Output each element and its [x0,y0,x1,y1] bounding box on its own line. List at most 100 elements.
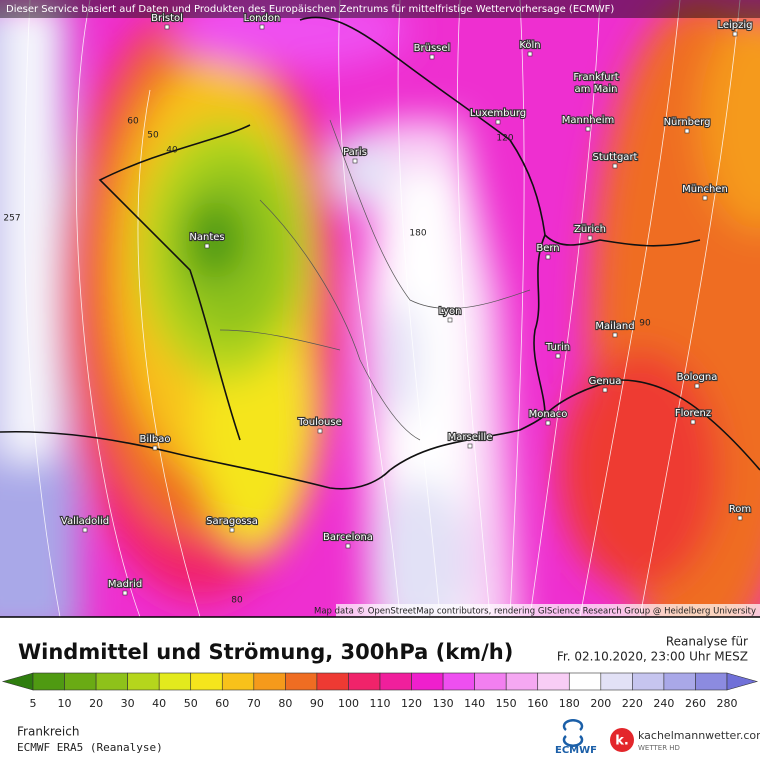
colorbar-end [726,672,759,691]
colorbar-segment [537,672,570,691]
colorbar-segment [442,672,475,691]
city-label: Bilbao [139,434,170,445]
top-bar [0,0,760,18]
colorbar: 5 10 20 30 40 50 60 70 80 90 100 110 120 130 140 150 160… [1,672,759,710]
city-label: Genua [589,376,622,387]
city-label: Frankfurt [573,72,618,83]
city-marker [612,332,618,338]
colorbar-tick-label: 180 [559,697,580,710]
city-label: Valladolid [61,516,109,527]
city-label: Turin [545,342,570,353]
city-label: Brüssel [414,43,451,54]
colorbar-segment [379,672,412,691]
colorbar-tick-label: 200 [590,697,611,710]
city-marker [122,590,128,596]
ecmwf-logo: ECMWF [555,745,597,756]
colorbar-tick-label: 10 [58,697,72,710]
city-label: Bristol [151,13,183,24]
city-marker [204,243,210,249]
colorbar-segment [32,672,65,691]
attribution: Map data © OpenStreetMap contributors, r… [314,607,756,617]
colorbar-segment [285,672,318,691]
colorbar-tick-label: 20 [89,697,103,710]
city-marker [495,119,501,125]
legend-title: Windmittel und Strömung, 300hPa (km/h) [18,640,513,664]
city-label: Luxemburg [470,108,526,119]
city-marker [229,527,235,533]
city-label: München [682,184,728,195]
city-marker [429,54,435,60]
colorbar-segment [632,672,665,691]
contour-label: 40 [166,146,178,156]
city-marker [732,31,738,37]
map: Dieser Service basiert auf Daten und Pro… [0,0,760,617]
colorbar-segment [505,672,539,691]
city-label: Bologna [677,372,718,383]
city-marker [317,428,323,434]
contour-label: 90 [639,319,651,329]
colorbar-tick-label: 80 [278,697,292,710]
colorbar-segment [411,672,444,691]
analysis-label: Reanalyse für [666,635,748,649]
city-label: Saragossa [206,516,258,527]
city-label: Nantes [189,232,224,243]
city-marker [684,128,690,134]
city-marker [545,420,551,426]
colorbar-segment [474,672,507,691]
colorbar-segment [348,672,381,691]
city-label: Barcelona [323,532,373,543]
colorbar-tick-label: 120 [401,697,422,710]
colorbar-tick-label: 30 [121,697,135,710]
colorbar-segment [568,672,602,691]
city-marker [82,527,88,533]
city-label: Rom [729,504,751,515]
colorbar-tick-label: 5 [30,697,37,710]
borders [0,16,760,490]
city-marker [545,254,551,260]
city-label: Mailand [595,321,634,332]
city-marker [352,158,358,164]
city-label: Köln [519,40,540,51]
city-label: Zürich [574,224,606,235]
ecmwf-icon [562,719,584,747]
colorbar-segment [695,672,728,691]
contour-label: 120 [496,134,513,144]
site-icon [610,728,634,752]
city-label: Bern [536,243,559,254]
colorbar-tick-label: 110 [370,697,391,710]
city-marker [585,126,591,132]
city-marker [164,24,170,30]
contour-label: 60 [127,117,139,127]
colorbar-tick-label: 90 [310,697,324,710]
colorbar-segment [221,672,255,691]
city-label: Mannheim [562,115,614,126]
colorbar-tick-label: 40 [152,697,166,710]
colorbar-segment [316,672,349,691]
city-marker [152,445,158,451]
colorbar-tick-label: 130 [433,697,454,710]
contour-label: 80 [231,596,243,606]
city-marker [702,195,708,201]
colorbar-tick-label: 280 [717,697,738,710]
site-sub: WETTER HD [638,744,680,752]
site: kachelmannwetter.com [638,729,760,742]
colorbar-tick-label: 50 [184,697,198,710]
colorbar-tick-label: 100 [338,697,359,710]
attribution: Dieser Service basiert auf Daten und Pro… [6,4,614,15]
colorbar-segment [158,672,192,691]
city-label: Marseille [448,432,493,443]
city-marker [467,443,473,449]
colorbar-segment [600,672,633,691]
colorbar-tick-label: 140 [464,697,485,710]
city-label: Stuttgart [593,152,638,163]
city-label: Nürnberg [664,117,711,128]
region-borders [219,119,531,441]
colorbar-segment [127,672,160,691]
city-marker [527,51,533,57]
contour-label: 50 [147,131,159,141]
colorbar-tick-label: 150 [496,697,517,710]
city-marker [587,235,593,241]
colorbar-tick-label: 260 [685,697,706,710]
colorbar-tick-label: 70 [247,697,261,710]
